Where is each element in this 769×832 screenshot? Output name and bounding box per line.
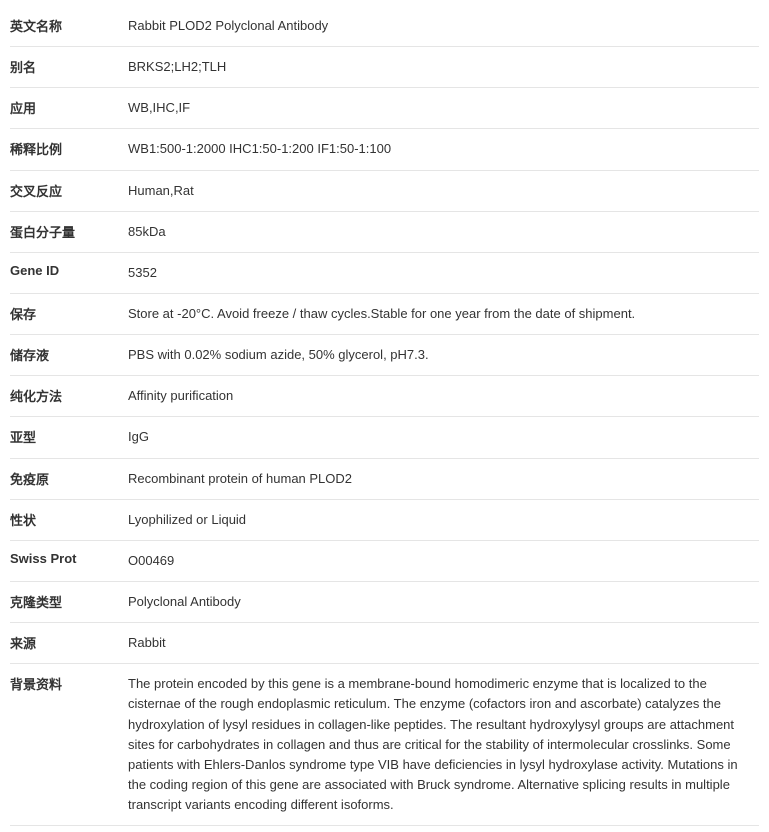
spec-row: Swiss ProtO00469 [10, 541, 759, 582]
spec-value: Lyophilized or Liquid [128, 510, 759, 530]
spec-row: Gene ID5352 [10, 253, 759, 294]
spec-label: 亚型 [10, 427, 128, 447]
spec-row: 纯化方法Affinity purification [10, 376, 759, 417]
spec-label: Gene ID [10, 263, 128, 283]
spec-label: 别名 [10, 57, 128, 77]
spec-label: 交叉反应 [10, 181, 128, 201]
spec-value: Recombinant protein of human PLOD2 [128, 469, 759, 489]
spec-label: 克隆类型 [10, 592, 128, 612]
spec-row: 克隆类型Polyclonal Antibody [10, 582, 759, 623]
spec-label: 应用 [10, 98, 128, 118]
spec-value: IgG [128, 427, 759, 447]
spec-label: 性状 [10, 510, 128, 530]
spec-label: 蛋白分子量 [10, 222, 128, 242]
spec-row: 稀释比例WB1:500-1:2000 IHC1:50-1:200 IF1:50-… [10, 129, 759, 170]
spec-value: Rabbit PLOD2 Polyclonal Antibody [128, 16, 759, 36]
spec-value: PBS with 0.02% sodium azide, 50% glycero… [128, 345, 759, 365]
spec-row: 别名BRKS2;LH2;TLH [10, 47, 759, 88]
spec-row: 性状Lyophilized or Liquid [10, 500, 759, 541]
spec-value: Store at -20°C. Avoid freeze / thaw cycl… [128, 304, 759, 324]
spec-label: 英文名称 [10, 16, 128, 36]
spec-value: WB1:500-1:2000 IHC1:50-1:200 IF1:50-1:10… [128, 139, 759, 159]
spec-label: 稀释比例 [10, 139, 128, 159]
spec-value: Human,Rat [128, 181, 759, 201]
spec-row: 英文名称Rabbit PLOD2 Polyclonal Antibody [10, 6, 759, 47]
spec-row: 背景资料The protein encoded by this gene is … [10, 664, 759, 826]
spec-label: Swiss Prot [10, 551, 128, 571]
spec-row: 应用WB,IHC,IF [10, 88, 759, 129]
spec-value: Rabbit [128, 633, 759, 653]
spec-row: 亚型IgG [10, 417, 759, 458]
spec-row: 交叉反应Human,Rat [10, 171, 759, 212]
spec-value: Affinity purification [128, 386, 759, 406]
spec-value: The protein encoded by this gene is a me… [128, 674, 759, 815]
spec-row: 保存Store at -20°C. Avoid freeze / thaw cy… [10, 294, 759, 335]
spec-label: 免疫原 [10, 469, 128, 489]
spec-label: 背景资料 [10, 674, 128, 815]
spec-label: 来源 [10, 633, 128, 653]
spec-value: 85kDa [128, 222, 759, 242]
spec-row: 来源Rabbit [10, 623, 759, 664]
spec-value: WB,IHC,IF [128, 98, 759, 118]
spec-value: Polyclonal Antibody [128, 592, 759, 612]
spec-row: 蛋白分子量85kDa [10, 212, 759, 253]
spec-label: 储存液 [10, 345, 128, 365]
spec-label: 保存 [10, 304, 128, 324]
spec-row: 储存液PBS with 0.02% sodium azide, 50% glyc… [10, 335, 759, 376]
spec-label: 纯化方法 [10, 386, 128, 406]
spec-value: O00469 [128, 551, 759, 571]
spec-value: 5352 [128, 263, 759, 283]
spec-value: BRKS2;LH2;TLH [128, 57, 759, 77]
spec-table: 英文名称Rabbit PLOD2 Polyclonal Antibody别名BR… [10, 6, 759, 826]
spec-row: 免疫原Recombinant protein of human PLOD2 [10, 459, 759, 500]
